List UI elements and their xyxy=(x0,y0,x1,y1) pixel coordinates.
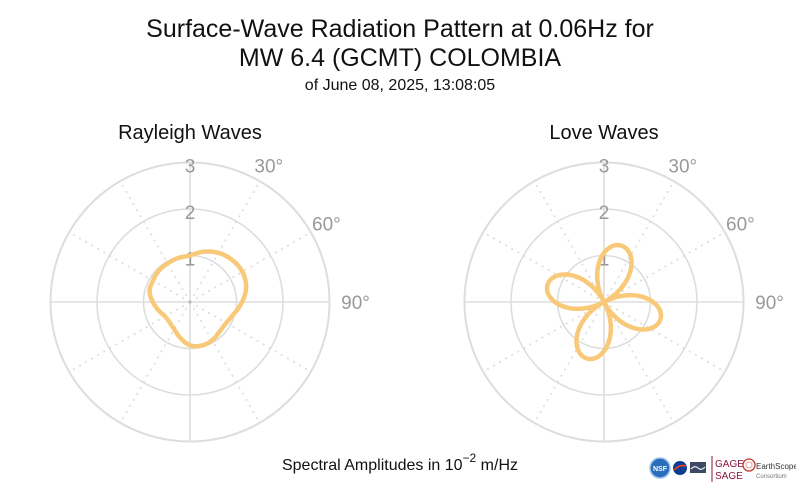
spoke-line xyxy=(68,231,191,303)
earthscope-logo: EarthScope Consortium xyxy=(742,458,796,480)
gage-sage-logo: GAGE SAGE xyxy=(711,456,744,482)
usgs-logo xyxy=(690,462,706,473)
svg-text:EarthScope: EarthScope xyxy=(756,462,796,471)
spoke-line xyxy=(533,301,605,424)
spoke-line xyxy=(482,231,605,303)
nasa-logo xyxy=(673,461,687,475)
ring-circle xyxy=(463,161,745,443)
spoke-line xyxy=(603,180,675,303)
spoke-line xyxy=(603,301,675,424)
svg-text:GAGE: GAGE xyxy=(715,459,744,470)
svg-text:Consortium: Consortium xyxy=(756,474,787,480)
figure-title-line2: MW 6.4 (GCMT) COLOMBIA xyxy=(239,44,562,72)
radial-tick-label: 2 xyxy=(185,203,196,224)
spoke-line xyxy=(119,301,191,424)
spoke-line xyxy=(189,180,261,303)
spoke-line xyxy=(119,180,191,303)
radial-tick-label: 1 xyxy=(185,250,196,271)
radial-tick-label: 1 xyxy=(599,250,610,271)
spoke-line xyxy=(189,301,261,424)
svg-text:SAGE: SAGE xyxy=(715,471,743,482)
amplitude-caption: Spectral Amplitudes in 10−2 m/Hz xyxy=(282,451,518,474)
radial-tick-label: 2 xyxy=(599,203,610,224)
figure-subtitle: of June 08, 2025, 13:08:05 xyxy=(305,77,495,94)
rayleigh-panel: Rayleigh Waves 1 2 3 30° 60° 90° xyxy=(49,122,370,443)
ring-circle xyxy=(510,208,698,396)
radial-tick-label: 3 xyxy=(599,157,610,178)
angle-tick-label: 60° xyxy=(312,214,341,235)
rayleigh-panel-title: Rayleigh Waves xyxy=(118,122,262,144)
ring-circle xyxy=(49,161,331,443)
center-dot xyxy=(188,300,192,304)
angle-tick-label: 30° xyxy=(668,157,697,178)
svg-text:NSF: NSF xyxy=(653,466,668,473)
angle-tick-label: 60° xyxy=(726,214,755,235)
radial-tick-label: 3 xyxy=(185,157,196,178)
spoke-line xyxy=(482,301,605,373)
spoke-line xyxy=(68,301,191,373)
angle-tick-label: 90° xyxy=(755,293,784,314)
radiation-pattern-line xyxy=(544,242,664,362)
caption-exponent: −2 xyxy=(463,451,477,465)
angle-tick-label: 90° xyxy=(341,293,370,314)
sponsor-logos: NSF GAGE SAGE EarthScope Consortium xyxy=(649,456,796,482)
radiation-pattern-line xyxy=(147,249,249,349)
ring-circle xyxy=(96,208,284,396)
spoke-line xyxy=(603,301,726,373)
love-panel-title: Love Waves xyxy=(549,122,658,144)
spoke-line xyxy=(189,231,312,303)
nsf-logo: NSF xyxy=(649,457,671,479)
spoke-line xyxy=(533,180,605,303)
angle-tick-label: 30° xyxy=(254,157,283,178)
figure-title-line1: Surface-Wave Radiation Pattern at 0.06Hz… xyxy=(146,15,654,43)
caption-prefix: Spectral Amplitudes in 10 xyxy=(282,457,463,474)
love-panel: Love Waves 1 2 3 30° 60° 90° xyxy=(463,122,784,443)
spoke-line xyxy=(189,301,312,373)
caption-suffix: m/Hz xyxy=(476,457,518,474)
spoke-line xyxy=(603,231,726,303)
